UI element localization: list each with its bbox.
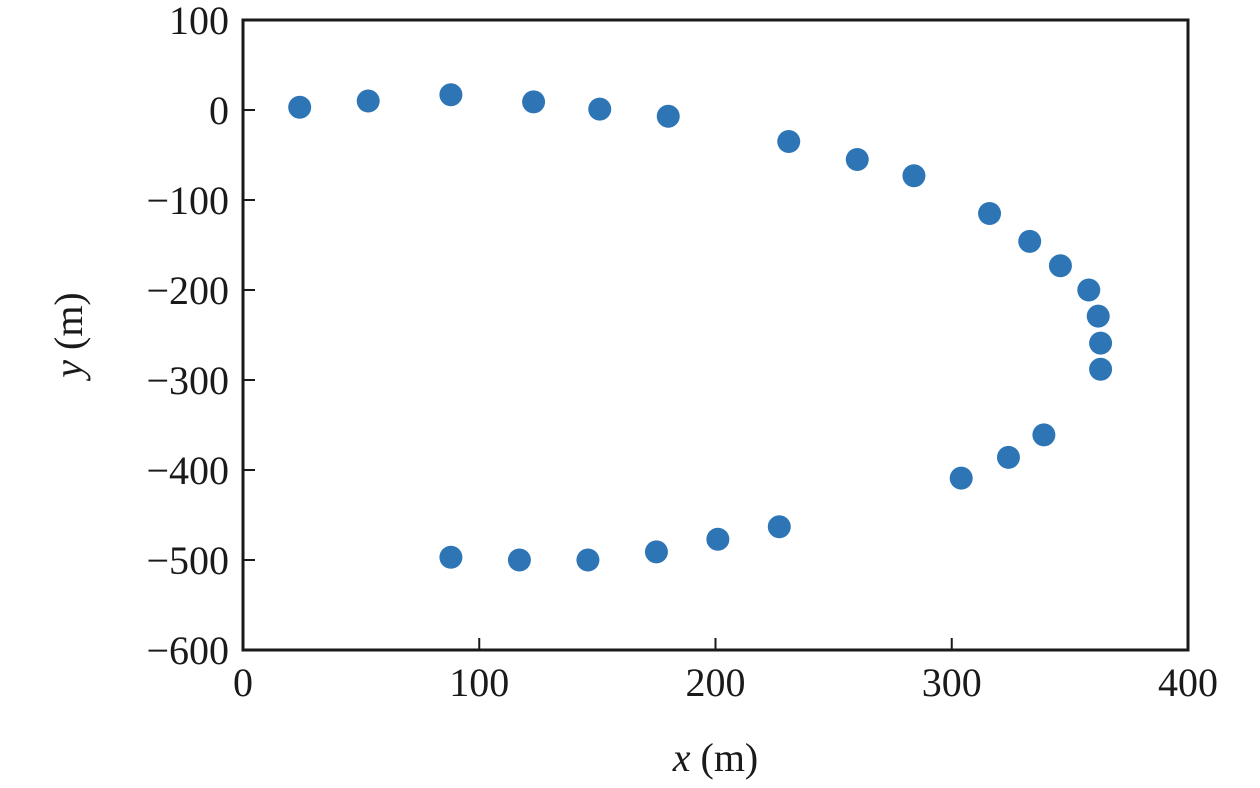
y-tick-label: −300 [146, 358, 229, 403]
y-tick-label: −500 [146, 538, 229, 583]
data-point [949, 466, 973, 490]
data-point [1077, 278, 1101, 302]
x-axis-variable: x [672, 735, 691, 780]
y-tick-label: −600 [146, 628, 229, 673]
y-tick-label: −400 [146, 448, 229, 493]
data-point [522, 90, 546, 114]
y-tick-label: −200 [146, 268, 229, 313]
data-point [588, 97, 612, 121]
data-point [439, 545, 463, 569]
y-axis-variable: y [46, 360, 91, 382]
data-point [288, 95, 312, 119]
y-axis-title: y (m) [46, 292, 91, 382]
data-point [1032, 423, 1056, 447]
data-point [576, 548, 600, 572]
data-point [1089, 357, 1113, 381]
y-axis-unit: (m) [46, 292, 91, 360]
x-tick-label: 0 [233, 660, 253, 705]
ticks-layer: 0 100 200 300 400 100 0 −100 −200 −300 −400 −500 −60… [146, 0, 1218, 705]
data-point [1048, 254, 1072, 278]
y-tick-label: −100 [146, 178, 229, 223]
x-axis-unit: (m) [691, 735, 759, 780]
data-point [767, 515, 791, 539]
data-point [996, 445, 1020, 469]
x-axis-title: x (m) [672, 735, 759, 780]
data-points-layer [288, 83, 1113, 572]
data-point [845, 148, 869, 171]
data-point [644, 540, 668, 564]
x-tick-label: 200 [686, 660, 746, 705]
data-point [356, 89, 380, 113]
y-tick-label: 100 [169, 0, 229, 43]
data-point [777, 130, 801, 153]
data-point [656, 104, 680, 128]
data-point [978, 202, 1002, 225]
data-point [507, 548, 531, 572]
data-point [1089, 331, 1113, 355]
data-point [1018, 229, 1042, 253]
plot-frame [241, 18, 1190, 652]
x-tick-label: 400 [1158, 660, 1218, 705]
x-tick-label: 300 [922, 660, 982, 705]
y-tick-label: 0 [209, 88, 229, 133]
x-tick-label: 100 [449, 660, 509, 705]
data-point [439, 83, 463, 107]
data-point [1086, 304, 1110, 328]
data-point [902, 164, 926, 188]
data-point [706, 527, 730, 551]
